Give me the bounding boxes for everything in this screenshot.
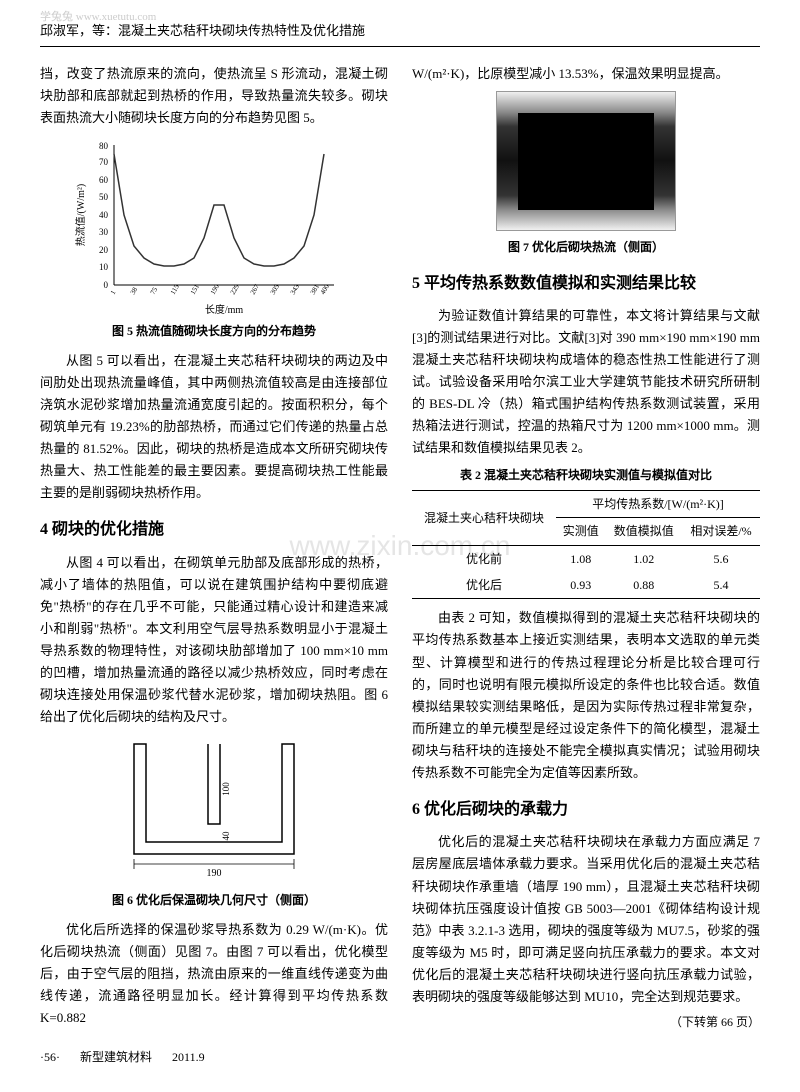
svg-text:75: 75 — [149, 286, 160, 296]
svg-text:40: 40 — [221, 831, 231, 841]
table2-title: 表 2 混凝土夹芯秸秆块砌块实测值与模拟值对比 — [412, 465, 760, 485]
fig6-diagram: 190 100 40 — [114, 734, 314, 884]
fig7-thermal-image — [496, 91, 676, 231]
svg-text:40: 40 — [99, 210, 109, 220]
svg-text:50: 50 — [99, 192, 109, 202]
section-5-title: 5 平均传热系数数值模拟和实测结果比较 — [412, 270, 760, 297]
svg-text:30: 30 — [99, 227, 109, 237]
paragraph: 优化后的混凝土夹芯秸秆块砌块在承载力方面应满足 7 层房屋底层墙体承载力要求。当… — [412, 831, 760, 1008]
svg-text:1: 1 — [109, 289, 118, 296]
svg-text:190: 190 — [207, 868, 222, 879]
fig7-caption: 图 7 优化后砌块热流（侧面） — [412, 237, 760, 257]
paragraph: 挡，改变了热流原来的流向，使热流呈 S 形流动，混凝土砌块肋部和底部就起到热桥的… — [40, 63, 388, 129]
page-number: ·56· — [40, 1047, 60, 1067]
continue-note: （下转第 66 页） — [412, 1012, 760, 1032]
svg-text:10: 10 — [99, 262, 109, 272]
svg-text:60: 60 — [99, 175, 109, 185]
figure-7: 图 7 优化后砌块热流（侧面） — [412, 91, 760, 257]
watermark-top: 学兔兔 www.xuetutu.com — [40, 8, 156, 27]
paragraph: 从图 4 可以看出，在砌筑单元肋部及底部形成的热桥，减小了墙体的热阻值，可以说在… — [40, 552, 388, 729]
svg-text:热流值/(W/m²): 热流值/(W/m²) — [74, 184, 87, 246]
paragraph: 为验证数值计算结果的可靠性，本文将计算结果与文献[3]的测试结果进行对比。文献[… — [412, 305, 760, 460]
svg-text:长度/mm: 长度/mm — [205, 303, 244, 315]
figure-5: 0 10 20 30 40 50 60 70 80 1 38 75 1 — [40, 135, 388, 341]
svg-text:20: 20 — [99, 245, 109, 255]
figure-6: 190 100 40 图 6 优化后保温砌块几何尺寸（侧面） — [40, 734, 388, 910]
table-2: 混凝土夹心秸秆块砌块 平均传热系数/[W/(m²·K)] 实测值 数值模拟值 相… — [412, 490, 760, 600]
issue-date: 2011.9 — [172, 1047, 205, 1067]
journal-name: 新型建筑材料 — [80, 1047, 152, 1067]
section-6-title: 6 优化后砌块的承载力 — [412, 796, 760, 823]
page-footer: ·56· 新型建筑材料 2011.9 — [40, 1047, 760, 1067]
fig5-caption: 图 5 热流值随砌块长度方向的分布趋势 — [40, 321, 388, 341]
paragraph: 从图 5 可以看出，在混凝土夹芯秸秆块砌块的两边及中间肋处出现热流量峰值，其中两… — [40, 350, 388, 505]
fig6-caption: 图 6 优化后保温砌块几何尺寸（侧面） — [40, 890, 388, 910]
svg-text:0: 0 — [104, 280, 109, 290]
svg-text:70: 70 — [99, 157, 109, 167]
paragraph: 由表 2 可知，数值模拟得到的混凝土夹芯秸秆块砌块的平均传热系数基本上接近实测结… — [412, 607, 760, 784]
paragraph: W/(m²·K)，比原模型减小 13.53%，保温效果明显提高。 — [412, 63, 760, 85]
section-4-title: 4 砌块的优化措施 — [40, 516, 388, 543]
svg-text:38: 38 — [129, 286, 140, 296]
svg-text:100: 100 — [221, 782, 231, 796]
paragraph: 优化后所选择的保温砂浆导热系数为 0.29 W/(m·K)。优化后砌块热流（侧面… — [40, 919, 388, 1029]
main-content: 挡，改变了热流原来的流向，使热流呈 S 形流动，混凝土砌块肋部和底部就起到热桥的… — [40, 63, 760, 1033]
fig5-chart: 0 10 20 30 40 50 60 70 80 1 38 75 1 — [74, 135, 354, 315]
svg-text:80: 80 — [99, 141, 109, 151]
